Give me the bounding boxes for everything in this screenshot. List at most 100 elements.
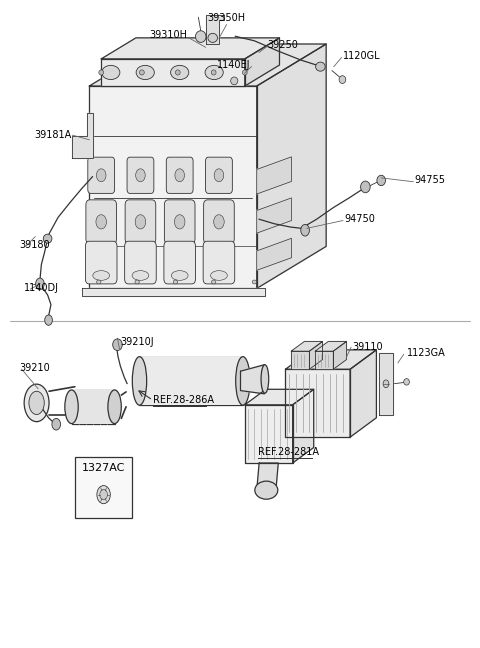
FancyBboxPatch shape bbox=[205, 157, 232, 193]
Text: 1140EJ: 1140EJ bbox=[217, 60, 251, 71]
Polygon shape bbox=[206, 16, 224, 44]
Ellipse shape bbox=[214, 214, 224, 229]
Polygon shape bbox=[286, 369, 350, 437]
FancyBboxPatch shape bbox=[166, 157, 193, 193]
FancyBboxPatch shape bbox=[203, 241, 235, 284]
Ellipse shape bbox=[132, 356, 147, 405]
Ellipse shape bbox=[383, 380, 389, 388]
Polygon shape bbox=[257, 463, 278, 490]
Ellipse shape bbox=[113, 339, 122, 351]
FancyBboxPatch shape bbox=[127, 157, 154, 193]
Ellipse shape bbox=[96, 169, 106, 181]
Ellipse shape bbox=[135, 214, 146, 229]
Text: 39310H: 39310H bbox=[149, 30, 187, 40]
Polygon shape bbox=[293, 389, 314, 463]
FancyBboxPatch shape bbox=[164, 241, 195, 284]
FancyBboxPatch shape bbox=[86, 200, 117, 244]
Text: 1120GL: 1120GL bbox=[343, 51, 381, 62]
Ellipse shape bbox=[96, 214, 107, 229]
Polygon shape bbox=[333, 341, 347, 369]
Ellipse shape bbox=[171, 271, 188, 281]
Ellipse shape bbox=[208, 33, 217, 42]
FancyBboxPatch shape bbox=[204, 200, 234, 244]
Polygon shape bbox=[315, 341, 347, 351]
Polygon shape bbox=[350, 350, 376, 437]
Ellipse shape bbox=[242, 70, 247, 75]
Polygon shape bbox=[245, 405, 293, 463]
Ellipse shape bbox=[24, 384, 49, 422]
Ellipse shape bbox=[195, 30, 206, 42]
Polygon shape bbox=[245, 38, 279, 86]
Text: REF.28-286A: REF.28-286A bbox=[153, 395, 214, 405]
Ellipse shape bbox=[236, 356, 250, 405]
Ellipse shape bbox=[36, 278, 44, 290]
Text: 94750: 94750 bbox=[344, 214, 375, 224]
Ellipse shape bbox=[43, 234, 52, 243]
Ellipse shape bbox=[404, 378, 409, 385]
FancyBboxPatch shape bbox=[125, 200, 156, 244]
Polygon shape bbox=[286, 350, 376, 369]
Ellipse shape bbox=[261, 365, 269, 393]
Polygon shape bbox=[291, 341, 323, 351]
Ellipse shape bbox=[108, 390, 121, 424]
Text: 1327AC: 1327AC bbox=[82, 463, 125, 472]
Polygon shape bbox=[310, 341, 323, 369]
Bar bbox=[75, 457, 132, 518]
Ellipse shape bbox=[205, 65, 223, 80]
Ellipse shape bbox=[97, 485, 110, 503]
Text: 39350H: 39350H bbox=[207, 13, 246, 23]
Ellipse shape bbox=[174, 214, 185, 229]
Ellipse shape bbox=[255, 481, 278, 499]
Polygon shape bbox=[257, 157, 291, 194]
Ellipse shape bbox=[132, 271, 149, 281]
Polygon shape bbox=[89, 44, 326, 86]
Bar bbox=[72, 390, 115, 424]
Ellipse shape bbox=[140, 70, 144, 75]
Polygon shape bbox=[257, 44, 326, 288]
Ellipse shape bbox=[301, 224, 310, 236]
Text: 39180: 39180 bbox=[19, 240, 49, 250]
Text: 39210J: 39210J bbox=[120, 337, 154, 347]
Polygon shape bbox=[257, 238, 291, 270]
Ellipse shape bbox=[96, 280, 101, 284]
Ellipse shape bbox=[45, 315, 52, 325]
Ellipse shape bbox=[211, 271, 228, 281]
Ellipse shape bbox=[136, 169, 145, 181]
Text: REF.28-281A: REF.28-281A bbox=[258, 447, 319, 457]
Ellipse shape bbox=[102, 65, 120, 80]
Ellipse shape bbox=[136, 65, 155, 80]
Text: 39110: 39110 bbox=[352, 341, 383, 352]
Ellipse shape bbox=[170, 65, 189, 80]
Ellipse shape bbox=[214, 169, 224, 181]
Polygon shape bbox=[240, 365, 264, 394]
FancyBboxPatch shape bbox=[85, 241, 117, 284]
Ellipse shape bbox=[100, 489, 108, 500]
FancyBboxPatch shape bbox=[88, 157, 115, 193]
Polygon shape bbox=[245, 389, 314, 405]
Ellipse shape bbox=[175, 70, 180, 75]
Ellipse shape bbox=[211, 70, 216, 75]
Ellipse shape bbox=[231, 77, 238, 85]
Ellipse shape bbox=[252, 280, 256, 284]
Ellipse shape bbox=[212, 280, 216, 284]
Ellipse shape bbox=[360, 181, 370, 192]
Ellipse shape bbox=[29, 391, 44, 415]
Text: 94755: 94755 bbox=[415, 176, 446, 185]
FancyBboxPatch shape bbox=[164, 200, 195, 244]
Text: 39181A: 39181A bbox=[34, 130, 72, 139]
Text: 1140DJ: 1140DJ bbox=[24, 283, 59, 293]
Bar bbox=[140, 356, 243, 405]
Polygon shape bbox=[89, 86, 257, 288]
Polygon shape bbox=[101, 38, 279, 59]
Polygon shape bbox=[82, 288, 265, 296]
Text: 39250: 39250 bbox=[268, 40, 299, 50]
Ellipse shape bbox=[52, 419, 60, 430]
Polygon shape bbox=[257, 198, 291, 233]
Ellipse shape bbox=[93, 271, 109, 281]
Text: 39210: 39210 bbox=[19, 363, 49, 373]
Polygon shape bbox=[291, 351, 310, 369]
Text: 1123GA: 1123GA bbox=[407, 348, 445, 358]
Ellipse shape bbox=[135, 280, 139, 284]
Ellipse shape bbox=[339, 76, 346, 84]
Ellipse shape bbox=[377, 175, 385, 185]
